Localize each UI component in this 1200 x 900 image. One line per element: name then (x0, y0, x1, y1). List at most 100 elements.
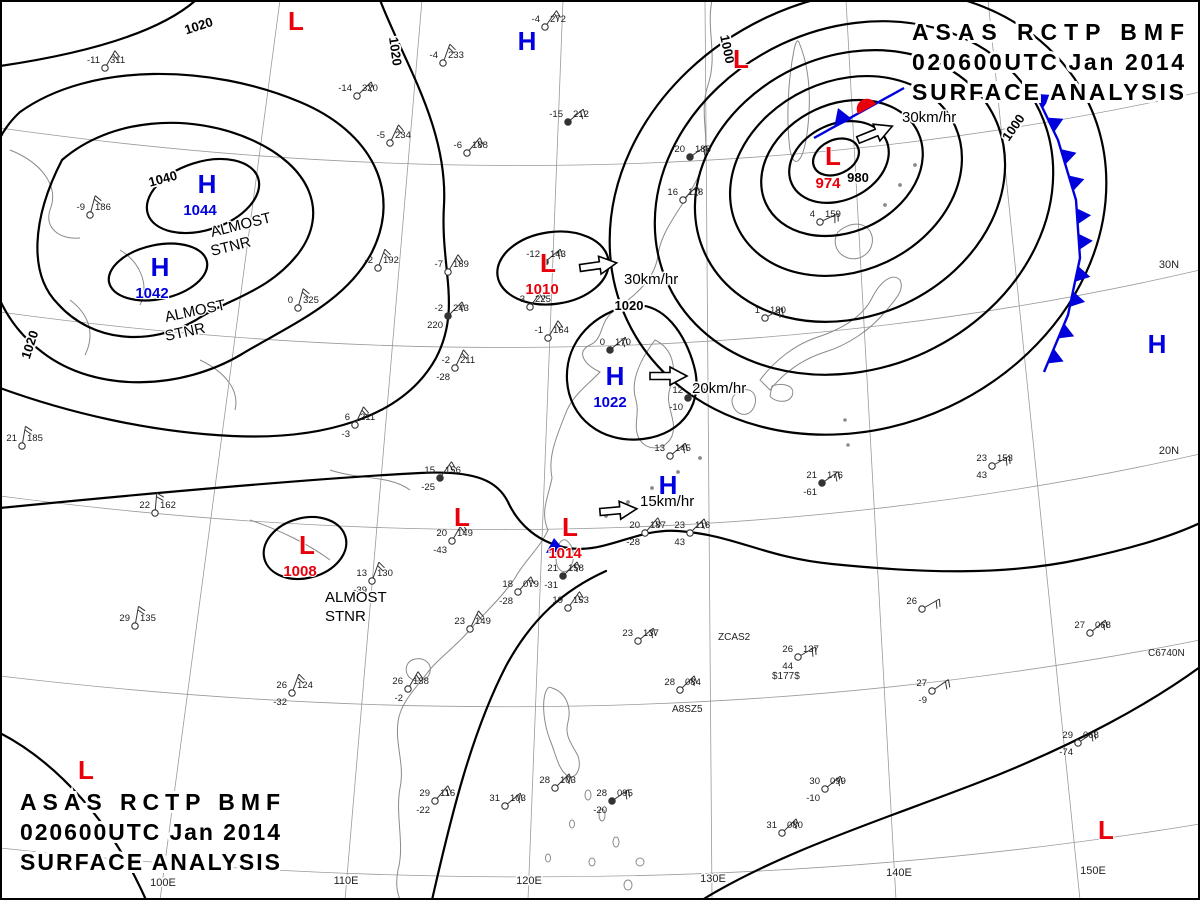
station-pressure: 234 (395, 130, 411, 141)
philippine-island (612, 836, 620, 848)
station-dewpoint: -25 (421, 482, 435, 493)
izu-island (846, 443, 850, 447)
station-pressure: 124 (297, 680, 313, 691)
station-temp: 26 (392, 676, 403, 687)
wind-feather (580, 111, 584, 120)
river-line (329, 469, 411, 491)
station-plot: -20 188 (671, 144, 711, 161)
wind-feather (415, 674, 422, 682)
station-pressure: 162 (160, 500, 176, 511)
wind-feather (417, 671, 424, 679)
station-plot: -2 211 -28 (436, 349, 475, 383)
station-circle (1074, 739, 1082, 747)
philippine-island (588, 857, 596, 867)
station-dewpoint: -9 (919, 695, 927, 706)
station-temp: 13 (356, 568, 367, 579)
station-pressure: 084 (685, 677, 701, 688)
station-pressure: 188 (695, 144, 711, 155)
station-circle (288, 689, 296, 697)
station-pressure: 116 (695, 520, 710, 531)
isobar-line (0, 0, 451, 438)
wind-feather (694, 188, 698, 197)
meridian-label: 140E (886, 867, 912, 879)
station-pressure: 138 (413, 676, 429, 687)
station-circle (544, 334, 552, 342)
station-temp: 16 (667, 187, 678, 198)
wind-feather (778, 309, 781, 318)
station-pressure: 325 (303, 295, 319, 306)
station-temp: 30 (809, 776, 820, 787)
station-temp: 29 (419, 788, 430, 799)
terrain-line (199, 359, 237, 411)
station-temp: 23 (454, 616, 465, 627)
cold-front-triangle (1058, 323, 1075, 339)
wind-feather (448, 47, 455, 54)
luzon-coast (543, 686, 580, 778)
station-pressure: 099 (830, 776, 846, 787)
isobar-ring (0, 72, 385, 384)
station-temp: 21 (6, 433, 17, 444)
wind-feather (538, 293, 544, 301)
isobar-ring (36, 121, 315, 338)
station-temp: 29 (1062, 730, 1073, 741)
wind-feather (137, 609, 145, 615)
title-bottom-line2: 020600UTC Jan 2014 (20, 819, 280, 845)
isobar-ring (262, 515, 348, 581)
station-plot: 31 080 (766, 818, 803, 837)
wind-feather (1102, 622, 1106, 631)
station-temp: 29 (119, 613, 130, 624)
parallel-line (0, 269, 1200, 348)
station-plot: 6 211 -3 (342, 406, 375, 440)
pressure-value: 1022 (593, 394, 626, 411)
station-plot: -4 272 (532, 10, 566, 31)
station-dewpoint: 43 (674, 537, 685, 548)
izu-island (843, 418, 847, 422)
philippine-island (623, 879, 633, 891)
station-temp: 19 (552, 595, 563, 606)
pressure-letter-l: L (562, 512, 578, 542)
station-circle (351, 421, 359, 429)
station-temp: 20 (436, 528, 447, 539)
station-temp: 31 (489, 793, 500, 804)
station-temp: -2 (442, 355, 450, 366)
station-plot: -15 212 (549, 108, 589, 126)
pressure-letter-l: L (299, 530, 315, 560)
station-pressure: 176 (827, 470, 843, 481)
speed-label: 30km/hr (624, 271, 678, 288)
station-pressure: 130 (377, 568, 393, 579)
sakhalin-coast (787, 40, 810, 162)
station-temp: -4 (430, 50, 438, 61)
station-circle (451, 364, 459, 372)
wind-feather (528, 579, 533, 587)
philippine-island (545, 853, 551, 863)
station-circle (684, 394, 692, 402)
station-circle (501, 802, 509, 810)
wind-feather (579, 591, 584, 599)
wind-feather (1008, 455, 1011, 465)
station-plot: 12 144 -10 (669, 383, 709, 413)
meridian-label: 100E (150, 877, 176, 889)
station-pressure: 243 (453, 303, 469, 314)
wind-feather (557, 251, 561, 260)
wind-feather (461, 352, 468, 360)
wind-feather (555, 323, 562, 331)
station-pressure: 188 (472, 140, 488, 151)
isobar-value-label: 1000 (999, 111, 1028, 143)
station-circle (526, 303, 534, 311)
station-dewpoint: -28 (626, 537, 640, 548)
warm-front-semicircle (856, 98, 876, 114)
station-plot: 19 153 (552, 591, 589, 612)
station-plot: 13 130 -39 (353, 561, 393, 596)
station-plot: 21 185 (6, 425, 43, 450)
kuril-island (898, 183, 902, 187)
station-temp: 12 (672, 385, 683, 396)
wind-feather (541, 290, 546, 298)
pressure-letter-h: H (659, 470, 678, 500)
station-plot: -5 234 (377, 124, 411, 147)
station-temp: 18 (502, 579, 513, 590)
wind-feather (368, 84, 372, 93)
station-pressure: 118 (688, 187, 703, 198)
station-circle (131, 622, 139, 630)
